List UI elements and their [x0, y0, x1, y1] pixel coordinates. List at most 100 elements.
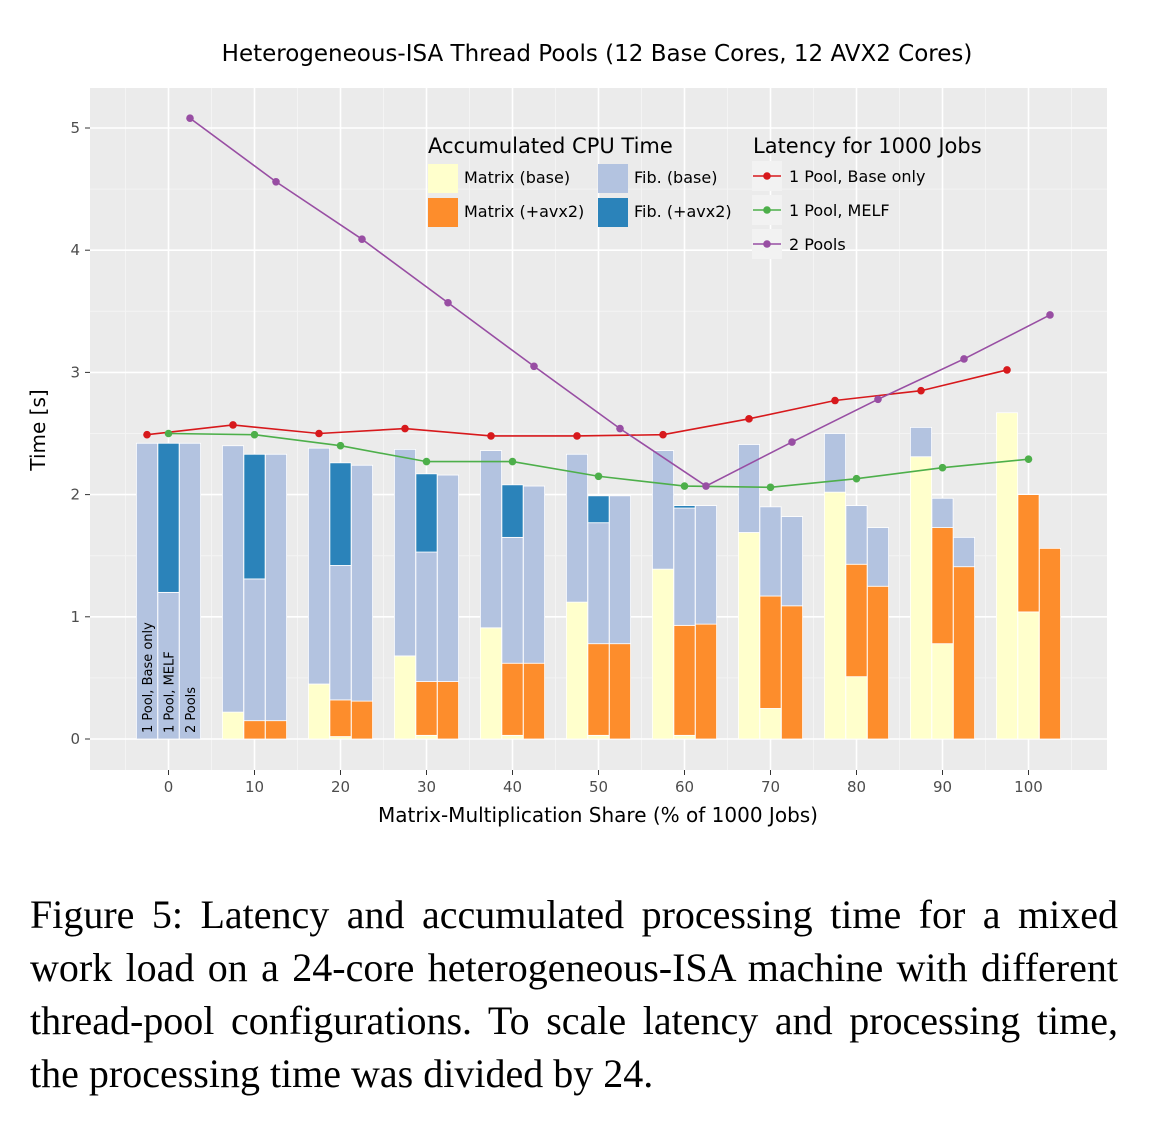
- latency-lines: [143, 114, 1054, 492]
- bar-segment-fib-avx2: [329, 462, 352, 566]
- bar-segment-fib-base: [221, 445, 244, 713]
- y-tick-label: 1: [70, 608, 80, 626]
- latency-point: [852, 474, 861, 483]
- bar-segment-matrix-avx2: [1039, 547, 1062, 740]
- bar-segment-matrix-avx2: [350, 700, 373, 740]
- bar-segment-matrix-base: [221, 711, 244, 740]
- bar-segment-fib-base: [587, 522, 610, 645]
- latency-point: [164, 429, 173, 438]
- bar-group-label: 2 Pools: [184, 687, 199, 733]
- latency-point: [508, 457, 517, 466]
- x-tick-label: 0: [164, 778, 174, 796]
- bar-segment-fib-base: [243, 578, 266, 722]
- bar-segment-fib-avx2: [501, 484, 524, 538]
- x-tick-label: 40: [503, 778, 522, 796]
- bar-group-labels: 1 Pool, Base only 1 Pool, MELF 2 Pools: [141, 622, 199, 733]
- bar-segment-fib-avx2: [415, 473, 438, 553]
- bar-segment-fib-base: [264, 453, 287, 722]
- bar-segment-fib-avx2: [587, 495, 610, 524]
- y-tick-label: 2: [70, 486, 80, 504]
- latency-point: [874, 395, 882, 404]
- legend-swatch: [428, 164, 458, 193]
- y-axis-label: Time [s]: [26, 389, 50, 471]
- bar-segment-fib-base: [695, 505, 718, 625]
- legend-latency-title: Latency for 1000 Jobs: [753, 134, 982, 158]
- legend-point-key: [763, 206, 771, 214]
- y-tick-label: 3: [70, 363, 80, 381]
- bar-segment-matrix-avx2: [609, 643, 632, 740]
- bar-segment-matrix-avx2: [845, 563, 868, 678]
- bar-segment-matrix-base: [415, 734, 438, 740]
- bar-segment-matrix-avx2: [329, 699, 352, 737]
- latency-point: [1024, 455, 1033, 463]
- bar-segment-matrix-base: [307, 683, 330, 740]
- y-axis-ticks: 0 1 2 3 4 5: [70, 119, 90, 748]
- bar-segment-fib-avx2: [243, 453, 266, 580]
- x-tick-label: 70: [761, 778, 780, 796]
- bar-segment-fib-base: [738, 444, 761, 533]
- bar-segment-fib-base: [178, 442, 201, 740]
- chart-title: Heterogeneous-ISA Thread Pools (12 Base …: [222, 41, 973, 67]
- legend-cpu-time-title: Accumulated CPU Time: [428, 134, 673, 158]
- latency-point: [358, 235, 366, 244]
- bar-segment-matrix-avx2: [781, 605, 804, 740]
- bar-segment-fib-base: [824, 433, 847, 493]
- bar-segment-fib-base: [609, 495, 632, 645]
- bar-segment-matrix-base: [652, 568, 675, 740]
- latency-point: [186, 114, 194, 123]
- bar-segment-matrix-base: [393, 655, 416, 740]
- legend-label: Fib. (base): [634, 168, 717, 187]
- legend-point-key: [763, 172, 771, 180]
- legend-cpu-time: Accumulated CPU Time Matrix (base) Fib. (…: [428, 134, 732, 227]
- latency-point: [1003, 366, 1011, 374]
- bar-segment-fib-base: [415, 551, 438, 682]
- latency-point: [573, 432, 581, 440]
- bar-segment-fib-base: [652, 450, 675, 570]
- bar-segment-matrix-base: [759, 708, 782, 740]
- latency-point: [766, 483, 775, 492]
- legend-label: Fib. (+avx2): [634, 202, 732, 221]
- x-tick-label: 100: [1014, 778, 1043, 796]
- bar-segment-fib-base: [845, 505, 868, 565]
- latency-point: [680, 482, 689, 490]
- latency-point: [422, 457, 431, 466]
- latency-point: [616, 424, 624, 433]
- y-tick-label: 5: [70, 119, 80, 137]
- bar-segment-matrix-avx2: [867, 585, 890, 740]
- bar-segment-matrix-base: [824, 491, 847, 740]
- latency-point: [229, 421, 237, 429]
- latency-point: [272, 177, 280, 186]
- bar-segment-fib-base: [910, 426, 933, 458]
- bar-group-label: 1 Pool, MELF: [163, 651, 178, 733]
- legend-label: 1 Pool, Base only: [789, 167, 925, 186]
- legend-label: 2 Pools: [789, 235, 846, 254]
- latency-point: [530, 362, 538, 371]
- latency-point: [250, 430, 259, 439]
- bar-segment-matrix-avx2: [953, 566, 976, 740]
- latency-point: [401, 424, 409, 433]
- y-tick-label: 0: [70, 730, 80, 748]
- bar-segment-fib-base: [781, 516, 804, 607]
- bar-segment-fib-base: [350, 464, 373, 702]
- y-tick-label: 4: [70, 241, 80, 259]
- bar-segment-fib-base: [867, 527, 890, 587]
- bar-segment-matrix-avx2: [1017, 494, 1040, 613]
- bar-segment-matrix-avx2: [436, 681, 459, 740]
- bar-segment-matrix-avx2: [501, 662, 524, 736]
- bar-segment-fib-base: [501, 536, 524, 664]
- bar-segment-matrix-base: [1017, 611, 1040, 740]
- bar-segment-matrix-avx2: [415, 681, 438, 736]
- latency-point: [659, 430, 667, 439]
- bar-segment-matrix-avx2: [243, 720, 266, 740]
- latency-point: [960, 355, 968, 363]
- bar-segment-matrix-avx2: [673, 624, 696, 736]
- latency-point: [745, 415, 753, 423]
- latency-point: [444, 298, 452, 307]
- latency-point: [788, 438, 796, 446]
- latency-point: [487, 432, 495, 440]
- legend-swatch: [598, 198, 628, 227]
- x-tick-label: 30: [417, 778, 436, 796]
- bar-segment-fib-base: [953, 536, 976, 568]
- bar-segment-fib-avx2: [157, 442, 180, 593]
- bar-segment-fib-base: [673, 507, 696, 626]
